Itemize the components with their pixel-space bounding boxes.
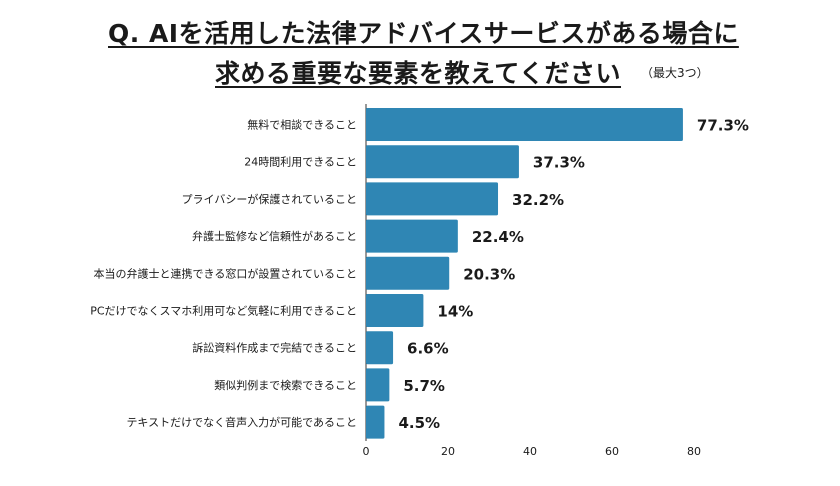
- x-tick-label-20: 20: [441, 445, 455, 458]
- bar-4: [366, 219, 458, 253]
- value-label-1: 77.3%: [697, 117, 749, 135]
- category-label-4: 弁護士監修など信頼性があること: [192, 229, 357, 243]
- bar-7: [366, 331, 394, 365]
- value-label-9: 4.5%: [398, 414, 440, 432]
- value-label-2: 37.3%: [533, 154, 585, 172]
- value-label-3: 32.2%: [512, 191, 564, 209]
- category-label-5: 本当の弁護士と連携できる窓口が設置されていること: [94, 266, 357, 280]
- category-label-2: 24時間利用できること: [244, 156, 357, 169]
- category-label-6: PCだけでなくスマホ利用可など気軽に利用できること: [90, 304, 357, 318]
- bar-3: [366, 182, 499, 216]
- bar-6: [366, 294, 424, 327]
- bar-2: [366, 145, 519, 179]
- category-label-8: 類似判例まで検索できること: [214, 378, 357, 392]
- chart-title-line-1: Q. AIを活用した法律アドバイスサービスがある場合に: [108, 19, 739, 48]
- x-tick-label-80: 80: [687, 445, 701, 458]
- x-tick-label-40: 40: [523, 445, 537, 458]
- value-label-5: 20.3%: [463, 265, 515, 283]
- category-label-7: 訴訟資料作成まで完結できること: [192, 341, 357, 355]
- value-label-4: 22.4%: [472, 228, 524, 246]
- chart-title-line-2: 求める重要な要素を教えてください: [215, 59, 622, 88]
- bar-1: [366, 108, 683, 141]
- x-tick-label-0: 0: [363, 445, 370, 458]
- category-label-1: 無料で相談できること: [247, 118, 357, 132]
- bar-5: [366, 256, 450, 290]
- bar-8: [366, 368, 390, 402]
- value-label-7: 6.6%: [407, 340, 449, 358]
- category-label-9: テキストだけでなく音声入力が可能であること: [126, 415, 357, 429]
- chart-subtitle: （最大3つ）: [641, 66, 709, 80]
- x-tick-label-60: 60: [605, 445, 619, 458]
- value-label-8: 5.7%: [403, 377, 445, 395]
- bar-9: [366, 405, 385, 439]
- category-label-3: プライバシーが保護されていること: [182, 192, 357, 206]
- value-label-6: 14%: [437, 303, 473, 321]
